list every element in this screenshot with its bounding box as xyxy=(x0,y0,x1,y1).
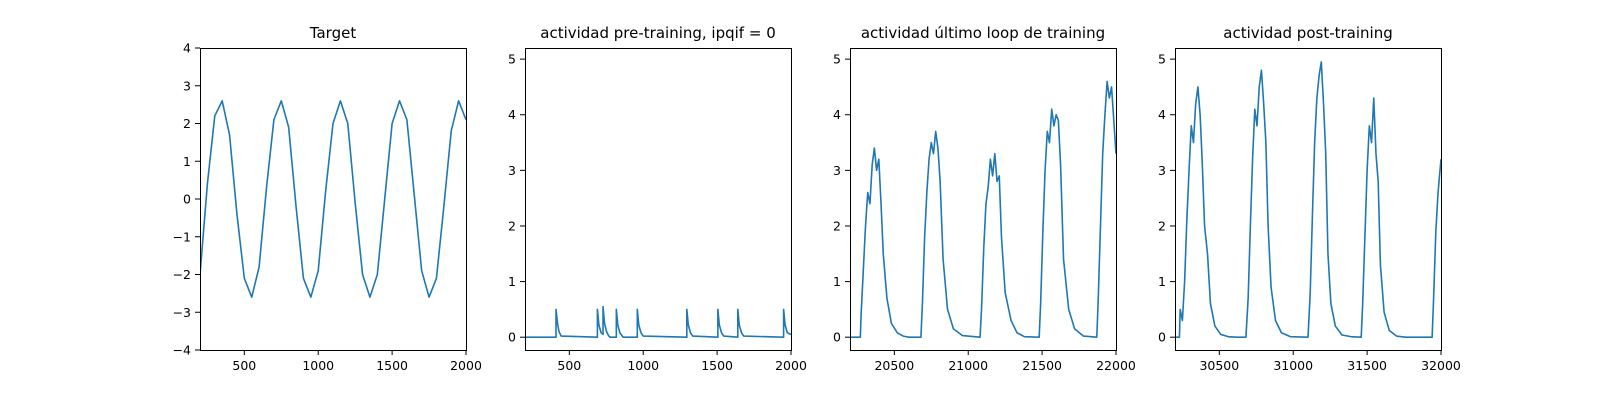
plot-frame xyxy=(1175,48,1442,351)
chart-title: actividad pre-training, ipqif = 0 xyxy=(540,24,776,42)
y-tick-label: −4 xyxy=(173,343,191,358)
x-tick-label: 2000 xyxy=(775,358,807,373)
chart-panel-pre-training: actividad pre-training, ipqif = 0 500 100… xyxy=(508,24,807,373)
y-tick-label: 1 xyxy=(508,274,516,289)
chart-panel-target: Target 500 1000 1500 2000 −4 −3 −2 −1 0 1 2 3 4 xyxy=(173,24,482,373)
y-tick-label: 1 xyxy=(183,154,191,169)
x-tick-label: 2000 xyxy=(450,358,482,373)
chart-panel-last-training-loop: actividad último loop de training 20500 2… xyxy=(833,24,1136,373)
y-tick-label: 1 xyxy=(833,274,841,289)
chart-panel-post-training: actividad post-training 30500 31000 31500 3… xyxy=(1158,24,1461,373)
y-tick-label: 2 xyxy=(833,218,841,233)
y-tick-label: 5 xyxy=(1158,52,1166,67)
x-tick-label: 1000 xyxy=(302,358,334,373)
x-tick-label: 31500 xyxy=(1347,358,1387,373)
plot-frame xyxy=(200,48,467,351)
x-tick-label: 500 xyxy=(232,358,256,373)
y-tick-label: 3 xyxy=(1158,163,1166,178)
y-tick-label: 4 xyxy=(833,107,841,122)
y-tick-label: 0 xyxy=(183,192,191,207)
series-line xyxy=(200,100,466,298)
x-tick-label: 21500 xyxy=(1022,358,1062,373)
chart-title: actividad post-training xyxy=(1223,24,1392,42)
y-tick-label: 4 xyxy=(183,41,191,56)
y-tick-label: 5 xyxy=(508,52,516,67)
x-tick-label: 1000 xyxy=(627,358,659,373)
x-tick-label: 22000 xyxy=(1096,358,1136,373)
x-tick-label: 1500 xyxy=(376,358,408,373)
y-tick-label: 1 xyxy=(1158,274,1166,289)
y-tick-label: −2 xyxy=(173,267,191,282)
chart-title: actividad último loop de training xyxy=(861,24,1105,42)
y-tick-label: 2 xyxy=(1158,218,1166,233)
y-tick-label: 3 xyxy=(508,163,516,178)
series-line xyxy=(1175,61,1441,339)
y-tick-label: −1 xyxy=(173,229,191,244)
y-tick-label: 3 xyxy=(183,78,191,93)
y-tick-label: 4 xyxy=(1158,107,1166,122)
x-tick-label: 20500 xyxy=(874,358,914,373)
y-tick-label: 0 xyxy=(508,330,516,345)
x-tick-label: 32000 xyxy=(1421,358,1461,373)
series-line xyxy=(525,305,791,339)
x-tick-label: 500 xyxy=(557,358,581,373)
x-tick-label: 30500 xyxy=(1199,358,1239,373)
y-tick-label: 3 xyxy=(833,163,841,178)
chart-title: Target xyxy=(309,24,357,42)
y-tick-label: −3 xyxy=(173,305,191,320)
x-tick-label: 1500 xyxy=(701,358,733,373)
y-tick-label: 0 xyxy=(833,330,841,345)
x-tick-label: 21000 xyxy=(948,358,988,373)
plot-frame xyxy=(525,48,792,351)
y-tick-label: 4 xyxy=(508,107,516,122)
y-tick-label: 2 xyxy=(183,116,191,131)
y-tick-label: 0 xyxy=(1158,330,1166,345)
y-tick-label: 2 xyxy=(508,218,516,233)
y-tick-label: 5 xyxy=(833,52,841,67)
plot-frame xyxy=(850,48,1117,351)
series-line xyxy=(850,80,1116,339)
x-tick-label: 31000 xyxy=(1273,358,1313,373)
